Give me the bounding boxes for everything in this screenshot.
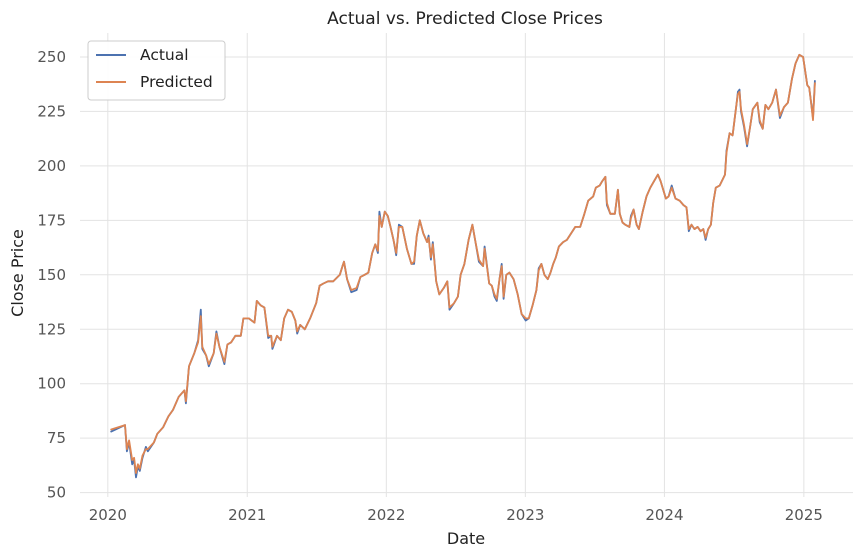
y-tick-label: 150 bbox=[37, 266, 66, 284]
y-tick-label: 75 bbox=[47, 429, 66, 447]
x-tick-label: 2022 bbox=[367, 506, 405, 524]
y-axis-title: Close Price bbox=[8, 229, 27, 317]
y-tick-label: 200 bbox=[37, 157, 66, 175]
x-tick-label: 2023 bbox=[506, 506, 544, 524]
y-tick-label: 50 bbox=[47, 484, 66, 502]
y-tick-label: 175 bbox=[37, 211, 66, 229]
x-tick-label: 2021 bbox=[228, 506, 266, 524]
x-tick-label: 2024 bbox=[645, 506, 683, 524]
y-tick-label: 225 bbox=[37, 102, 66, 120]
y-tick-label: 125 bbox=[37, 320, 66, 338]
chart-title: Actual vs. Predicted Close Prices bbox=[327, 9, 603, 29]
x-tick-label: 2020 bbox=[89, 506, 127, 524]
tick-labels: 50 75 100 125 150 175 200 225 250 2020 2021 2022 202… bbox=[37, 48, 823, 524]
x-axis-title: Date bbox=[447, 529, 485, 548]
legend-label-actual: Actual bbox=[140, 46, 189, 64]
x-tick-label: 2025 bbox=[785, 506, 823, 524]
series-layer bbox=[110, 53, 816, 479]
legend: Actual Predicted bbox=[87, 40, 226, 101]
legend-label-predicted: Predicted bbox=[140, 73, 213, 91]
series-line-predicted bbox=[110, 53, 816, 474]
y-tick-label: 100 bbox=[37, 375, 66, 393]
y-tick-label: 250 bbox=[37, 48, 66, 66]
